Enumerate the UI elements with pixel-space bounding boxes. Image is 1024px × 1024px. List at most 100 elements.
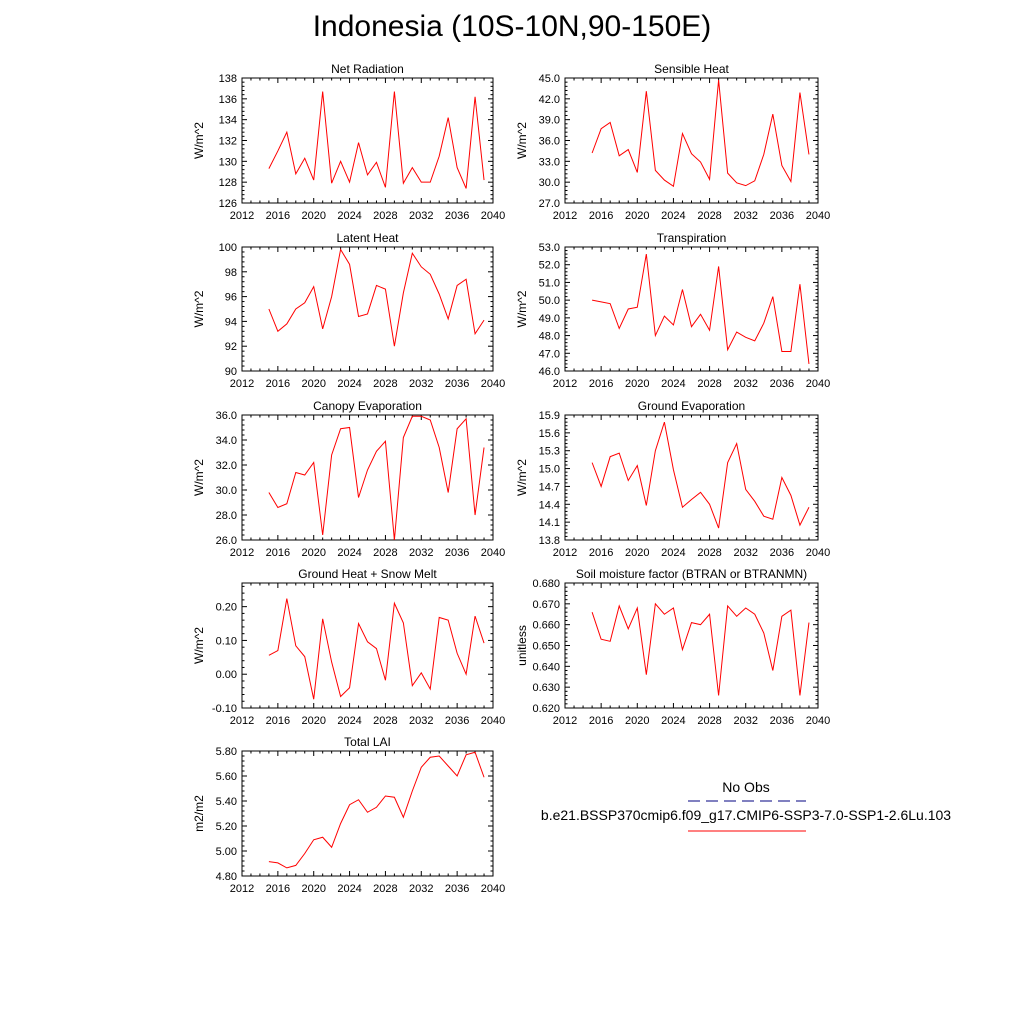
x-tick-label: 2036: [770, 715, 794, 727]
chart-panel-9: Total LAI m2/m2 2012 2016 2020 2024 2028 2032 20…: [192, 735, 505, 895]
y-tick-label: 136: [219, 94, 237, 106]
y-tick-label: 5.60: [216, 771, 237, 783]
y-tick-label: 34.0: [216, 435, 237, 447]
y-tick-label: 0.620: [532, 703, 560, 715]
x-tick-label: 2032: [409, 547, 433, 559]
y-tick-label: 128: [219, 177, 237, 189]
y-tick-label: 15.3: [539, 446, 560, 458]
y-tick-label: 32.0: [216, 460, 237, 472]
x-tick-label: 2016: [266, 210, 290, 222]
y-tick-label: 27.0: [539, 198, 560, 210]
y-axis-label: W/m^2: [192, 290, 206, 327]
y-tick-label: 100: [219, 242, 237, 254]
x-tick-label: 2020: [301, 378, 325, 390]
y-tick-label: 5.20: [216, 821, 237, 833]
x-tick-label: 2012: [230, 210, 254, 222]
plot-frame: [564, 77, 819, 204]
legend-model-line: [688, 830, 806, 832]
panel-title: Ground Heat + Snow Melt: [298, 567, 437, 581]
x-tick-label: 2012: [553, 547, 577, 559]
x-tick-label: 2024: [661, 547, 685, 559]
y-tick-label: 0.660: [532, 620, 560, 632]
y-tick-label: 5.40: [216, 796, 237, 808]
plot-frame: [564, 246, 819, 372]
x-tick-label: 2020: [301, 547, 325, 559]
y-tick-label: 4.80: [216, 871, 237, 883]
y-tick-label: 46.0: [539, 366, 560, 378]
y-axis-label: W/m^2: [192, 122, 206, 159]
y-tick-label: 26.0: [216, 535, 237, 547]
panel-title: Canopy Evaporation: [313, 399, 422, 413]
y-tick-label: 126: [219, 198, 237, 210]
panel-title: Soil moisture factor (BTRAN or BTRANMN): [576, 567, 807, 581]
y-tick-label: 0.20: [216, 602, 237, 614]
legend-obs-label: No Obs: [722, 779, 770, 795]
x-tick-label: 2016: [589, 715, 613, 727]
x-tick-label: 2012: [230, 883, 254, 895]
y-tick-label: 90: [225, 366, 237, 378]
chart-panel-4: Transpiration W/m^2 2012 2016 2020 2024 2028 20…: [515, 231, 830, 390]
x-tick-label: 2024: [337, 715, 361, 727]
panel-title: Total LAI: [344, 735, 391, 749]
x-tick-label: 2028: [373, 547, 397, 559]
x-tick-label: 2012: [553, 210, 577, 222]
x-tick-label: 2020: [301, 883, 325, 895]
x-tick-label: 2012: [553, 715, 577, 727]
x-tick-label: 2020: [301, 715, 325, 727]
x-tick-label: 2016: [589, 547, 613, 559]
x-tick-label: 2040: [806, 715, 830, 727]
plot-frame: [241, 77, 494, 204]
series-line: [268, 248, 485, 347]
y-tick-label: 13.8: [539, 535, 560, 547]
y-tick-label: 50.0: [539, 295, 560, 307]
x-tick-label: 2012: [230, 715, 254, 727]
y-tick-label: 28.0: [216, 510, 237, 522]
panel-title: Latent Heat: [336, 231, 399, 245]
x-tick-label: 2032: [409, 883, 433, 895]
x-tick-label: 2024: [661, 715, 685, 727]
x-tick-label: 2020: [625, 547, 649, 559]
x-tick-label: 2028: [373, 715, 397, 727]
plot-frame: [564, 582, 819, 709]
x-tick-label: 2020: [625, 378, 649, 390]
x-tick-label: 2028: [373, 378, 397, 390]
chart-panel-8: Soil moisture factor (BTRAN or BTRANMN) u…: [515, 567, 830, 727]
y-tick-label: 15.9: [539, 410, 560, 422]
y-tick-label: 45.0: [539, 73, 560, 85]
y-tick-label: 51.0: [539, 277, 560, 289]
x-tick-label: 2040: [481, 715, 505, 727]
y-tick-label: 14.7: [539, 481, 560, 493]
x-tick-label: 2016: [266, 883, 290, 895]
y-tick-label: 30.0: [539, 177, 560, 189]
x-tick-label: 2036: [445, 210, 469, 222]
x-tick-label: 2012: [230, 378, 254, 390]
y-axis-label: m2/m2: [192, 795, 206, 832]
x-tick-label: 2040: [481, 547, 505, 559]
x-tick-label: 2024: [337, 378, 361, 390]
x-tick-label: 2028: [697, 547, 721, 559]
series-line: [268, 598, 485, 700]
x-tick-label: 2032: [733, 715, 757, 727]
x-tick-label: 2012: [230, 547, 254, 559]
x-tick-label: 2036: [445, 378, 469, 390]
x-tick-label: 2032: [409, 378, 433, 390]
chart-panel-3: Latent Heat W/m^2 2012 2016 2020 2024 2028 2032…: [192, 231, 505, 390]
x-tick-label: 2032: [409, 210, 433, 222]
x-tick-label: 2028: [697, 210, 721, 222]
y-tick-label: 5.00: [216, 846, 237, 858]
y-tick-label: 15.6: [539, 428, 560, 440]
x-tick-label: 2028: [373, 210, 397, 222]
y-tick-label: 42.0: [539, 94, 560, 106]
y-tick-label: 132: [219, 136, 237, 148]
y-tick-label: 53.0: [539, 242, 560, 254]
y-axis-label: W/m^2: [515, 122, 529, 159]
y-tick-label: 0.650: [532, 641, 560, 653]
chart-panel-7: Ground Heat + Snow Melt W/m^2 2012 2016 2020…: [192, 567, 505, 727]
x-tick-label: 2036: [445, 715, 469, 727]
y-tick-label: 30.0: [216, 485, 237, 497]
legend-obs-line: [688, 800, 806, 802]
x-tick-label: 2016: [589, 378, 613, 390]
y-axis-label: unitless: [515, 625, 529, 666]
x-tick-label: 2024: [661, 378, 685, 390]
